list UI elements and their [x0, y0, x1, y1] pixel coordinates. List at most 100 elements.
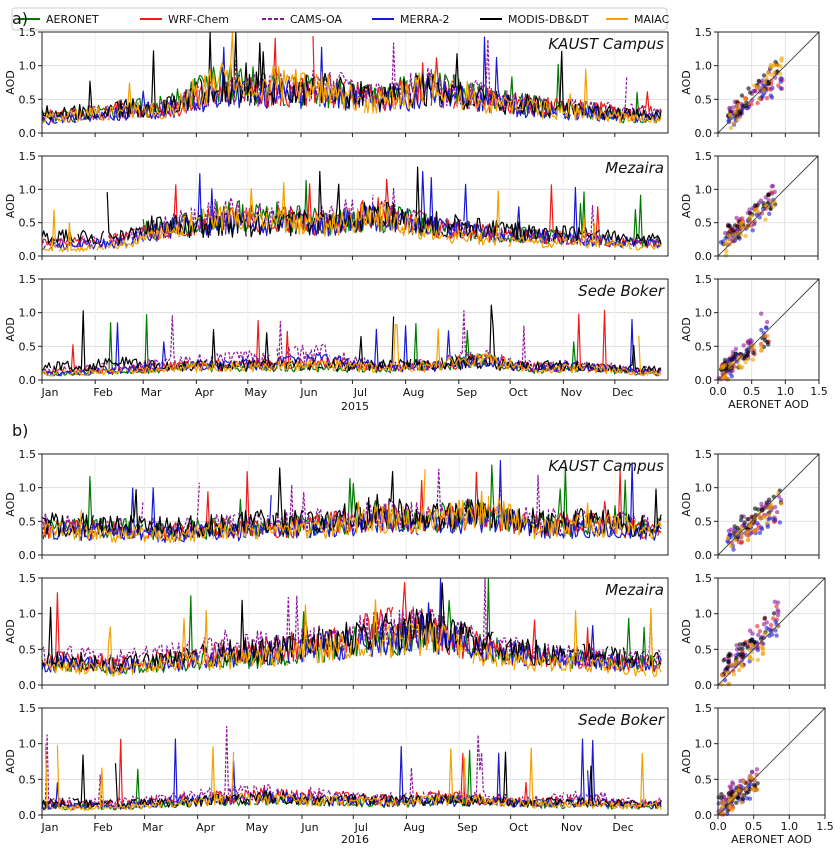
scatter-point-merra-2 — [761, 91, 767, 96]
scatter-point-cams-oa — [750, 631, 755, 636]
scatter-point-merra-2 — [757, 530, 763, 535]
scatter-point-maiac — [755, 787, 760, 792]
y-tick-label: 1.0 — [19, 183, 37, 196]
scatter-point-cams-oa — [727, 105, 732, 111]
scatter-point-maiac — [740, 779, 746, 785]
site-label: Sede Boker — [578, 282, 665, 300]
scatter-point-merra-2 — [773, 628, 778, 633]
y-tick-label: 0.5 — [695, 515, 713, 528]
scatter-point-modis-db-dt — [748, 90, 753, 95]
scatter-point-maiac — [739, 662, 744, 668]
y-tick-label: 0.0 — [695, 374, 713, 387]
y-tick-label: 1.5 — [19, 26, 37, 39]
scatter-point-modis-db-dt — [740, 796, 745, 802]
y-tick-label: 1.0 — [19, 307, 37, 320]
y-tick-label: 0.0 — [19, 809, 37, 822]
y-tick-label: 0.0 — [19, 679, 37, 692]
scatter-point-maiac — [728, 113, 733, 118]
scatter-point-maiac — [732, 110, 738, 115]
plot-frame — [717, 707, 826, 816]
scatter-point-maiac — [725, 239, 730, 244]
plot-frame — [41, 577, 669, 686]
scatter-point-maiac — [763, 203, 769, 208]
y-tick-label: 0.5 — [19, 93, 37, 106]
scatter-point-merra-2 — [738, 784, 744, 789]
scatter-b-mezaira: 0.0 0.5 1.0 1.5 AOD — [680, 572, 826, 692]
scatter-point-cams-oa — [764, 319, 770, 325]
scatter-point-merra-2 — [778, 86, 783, 91]
scatter-point-merra-2 — [774, 633, 779, 638]
scatter-point-cams-oa — [775, 509, 780, 515]
y-axis-label: AOD — [4, 70, 17, 94]
panel-label-b: b) — [12, 421, 28, 440]
plot-frame — [41, 707, 669, 816]
y-tick-label: 1.0 — [19, 60, 37, 73]
scatter-point-maiac — [739, 220, 745, 225]
scatter-point-maiac — [725, 535, 731, 541]
scatter-point-wrf-chem — [774, 604, 779, 609]
y-axis-label: AOD — [680, 70, 693, 94]
scatter-point-modis-db-dt — [764, 500, 769, 505]
scatter-point-maiac — [750, 519, 755, 524]
scatter-point-maiac — [776, 491, 781, 496]
scatter-point-wrf-chem — [755, 100, 760, 106]
scatter-point-cams-oa — [741, 343, 746, 348]
legend-label-merra-2: MERRA-2 — [400, 13, 450, 26]
scatter-point-merra-2 — [778, 79, 783, 84]
x-tick-label: Sep — [457, 821, 478, 834]
scatter-point-maiac — [768, 64, 773, 70]
scatter-point-cams-oa — [769, 184, 775, 189]
scatter-point-maiac — [766, 512, 771, 518]
scatter-point-cams-oa — [759, 311, 764, 316]
scatter-point-merra-2 — [764, 325, 769, 330]
y-tick-label: 1.5 — [695, 273, 713, 286]
scatter-point-merra-2 — [770, 85, 775, 91]
y-tick-label: 1.5 — [19, 572, 37, 585]
x-tick-label: 1.0 — [777, 385, 795, 398]
scatter-point-cams-oa — [749, 769, 755, 775]
y-tick-label: 0.5 — [19, 773, 37, 786]
y-axis-label: AOD — [4, 194, 17, 218]
scatter-point-maiac — [762, 631, 768, 637]
legend: AERONET WRF-Chem CAMS-OA MERRA-2 MODIS-DB&DT… — [11, 7, 670, 31]
x-tick-label: Oct — [509, 821, 529, 834]
scatter-point-cams-oa — [739, 658, 744, 663]
scatter-point-maiac — [761, 87, 767, 93]
plot-frame — [717, 155, 819, 257]
site-label: Mezaira — [605, 581, 664, 599]
panel-label-a: a) — [12, 9, 28, 28]
y-tick-label: 0.0 — [695, 809, 713, 822]
y-tick-label: 1.0 — [695, 738, 713, 751]
scatter-point-modis-db-dt — [739, 93, 745, 98]
scatter-point-merra-2 — [722, 678, 728, 683]
series-line-maiac — [41, 31, 662, 124]
y-tick-label: 0.0 — [19, 549, 37, 562]
x-tick-label: 1.5 — [810, 385, 828, 398]
scatter-point-maiac — [736, 363, 742, 368]
scatter-point-maiac — [727, 796, 733, 801]
scatter-point-merra-2 — [752, 221, 757, 227]
scatter-point-maiac — [734, 658, 740, 664]
scatter-point-cams-oa — [775, 608, 780, 613]
y-tick-label: 1.5 — [695, 572, 713, 585]
scatter-point-maiac — [757, 96, 762, 101]
scatter-point-modis-db-dt — [766, 497, 772, 502]
scatter-point-merra-2 — [768, 93, 773, 98]
x-tick-label: 1.0 — [781, 820, 799, 833]
x-tick-label: Oct — [509, 386, 529, 399]
y-tick-label: 0.5 — [19, 643, 37, 656]
scatter-point-maiac — [728, 125, 734, 131]
scatter-point-maiac — [764, 76, 769, 81]
timeseries-b-kaust-campus: 0.0 0.5 1.0 1.5 AOD KAUST Campus — [4, 448, 669, 562]
scatter-point-merra-2 — [770, 516, 776, 522]
scatter-point-maiac — [723, 374, 728, 379]
timeseries-a-mezaira: 0.0 0.5 1.0 1.5 AOD Mezaira — [4, 150, 669, 263]
scatter-point-maiac — [739, 534, 745, 540]
scatter-point-maiac — [742, 96, 748, 102]
scatter-point-modis-db-dt — [732, 524, 737, 529]
x-tick-label: Jul — [353, 386, 367, 399]
scatter-point-maiac — [745, 537, 751, 543]
x-tick-label: May — [244, 386, 267, 399]
y-tick-label: 1.5 — [19, 702, 37, 715]
